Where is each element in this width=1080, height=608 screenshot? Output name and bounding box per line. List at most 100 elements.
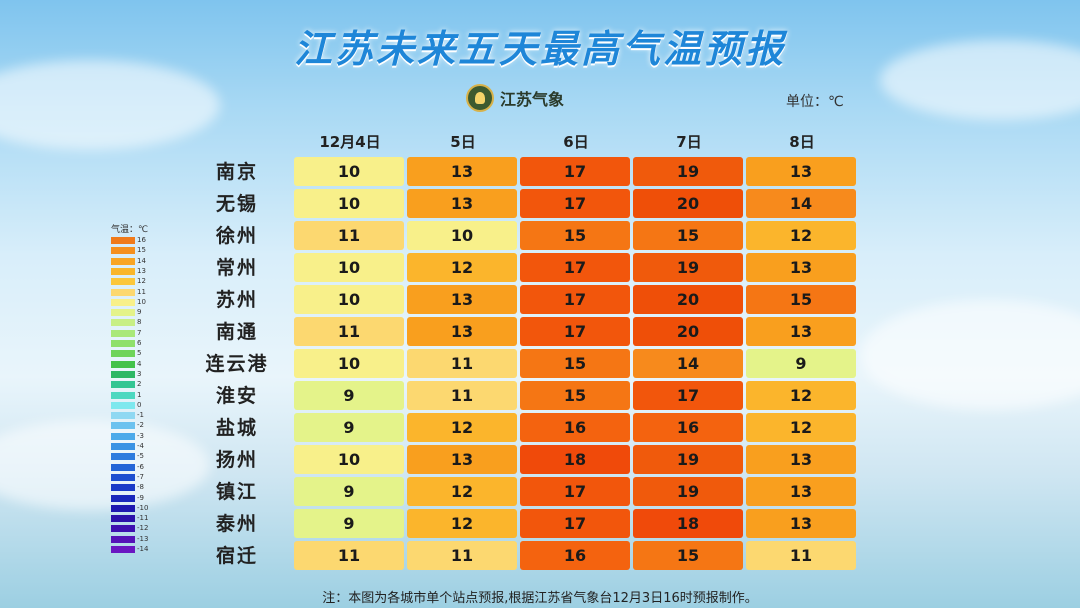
temperature-cell: 13 bbox=[746, 253, 856, 282]
temperature-cell: 15 bbox=[633, 221, 743, 250]
legend-value-label: 7 bbox=[137, 328, 142, 337]
legend-value-label: -5 bbox=[137, 452, 144, 461]
temperature-cell: 19 bbox=[633, 253, 743, 282]
legend-value-label: 12 bbox=[137, 277, 146, 286]
legend-value-label: 8 bbox=[137, 318, 142, 327]
city-label: 宿迁 bbox=[215, 545, 258, 567]
legend-value-label: -8 bbox=[137, 483, 144, 492]
temperature-cell: 12 bbox=[407, 413, 517, 442]
temperature-cell: 13 bbox=[746, 509, 856, 538]
temperature-cell: 17 bbox=[520, 157, 630, 186]
temperature-cell: 10 bbox=[294, 253, 404, 282]
temperature-cell: 11 bbox=[407, 349, 517, 378]
legend-swatch bbox=[111, 288, 135, 296]
legend-swatch bbox=[111, 370, 135, 378]
temperature-cell: 11 bbox=[294, 317, 404, 346]
city-label: 南通 bbox=[215, 321, 258, 343]
temperature-cell: 16 bbox=[520, 413, 630, 442]
city-label: 连云港 bbox=[205, 353, 269, 375]
column-header: 8日 bbox=[789, 133, 815, 151]
legend-value-label: -7 bbox=[137, 472, 144, 481]
legend-value-label: 0 bbox=[137, 400, 142, 409]
legend-value-label: 14 bbox=[137, 256, 146, 265]
temperature-cell: 11 bbox=[407, 541, 517, 570]
column-header: 12月4日 bbox=[319, 133, 381, 151]
page-title: 江苏未来五天最高气温预报 bbox=[293, 27, 786, 71]
temperature-cell: 12 bbox=[746, 413, 856, 442]
city-label: 泰州 bbox=[215, 513, 258, 535]
city-label: 常州 bbox=[215, 257, 258, 279]
temperature-cell: 12 bbox=[407, 253, 517, 282]
temperature-cell: 19 bbox=[633, 157, 743, 186]
temperature-cell: 12 bbox=[407, 509, 517, 538]
legend-value-label: -1 bbox=[137, 411, 144, 420]
footnote: 注：本图为各城市单个站点预报,根据江苏省气象台12月3日16时预报制作。 bbox=[322, 591, 758, 606]
temperature-cell: 9 bbox=[294, 413, 404, 442]
temperature-cell: 10 bbox=[294, 445, 404, 474]
city-label: 盐城 bbox=[215, 417, 258, 439]
temperature-cell: 11 bbox=[294, 221, 404, 250]
legend-value-label: 13 bbox=[137, 266, 146, 275]
column-header: 5日 bbox=[450, 133, 476, 151]
logo-text: 江苏气象 bbox=[500, 90, 565, 109]
temperature-cell: 17 bbox=[520, 285, 630, 314]
temperature-cell: 13 bbox=[407, 285, 517, 314]
legend-swatch bbox=[111, 504, 135, 512]
legend-value-label: -9 bbox=[137, 493, 144, 502]
meteorology-emblem-icon bbox=[466, 84, 494, 112]
legend-swatch bbox=[111, 267, 135, 275]
legend-value-label: -14 bbox=[137, 545, 149, 553]
legend-swatch bbox=[111, 422, 135, 430]
legend-swatch bbox=[111, 484, 135, 492]
temperature-cell: 19 bbox=[633, 477, 743, 506]
legend-value-label: -10 bbox=[137, 503, 149, 512]
legend-swatch bbox=[111, 494, 135, 502]
temperature-cell: 11 bbox=[407, 381, 517, 410]
temperature-cell: 13 bbox=[407, 445, 517, 474]
legend-value-label: 11 bbox=[137, 287, 146, 296]
temperature-cell: 9 bbox=[746, 349, 856, 378]
temperature-cell: 15 bbox=[520, 349, 630, 378]
background-cloud bbox=[0, 60, 220, 150]
temperature-cell: 17 bbox=[520, 189, 630, 218]
temperature-cell: 12 bbox=[407, 477, 517, 506]
temperature-cell: 13 bbox=[746, 477, 856, 506]
legend-swatch bbox=[111, 360, 135, 368]
unit-label: 单位：℃ bbox=[786, 94, 844, 110]
temperature-cell: 10 bbox=[294, 285, 404, 314]
legend-value-label: -13 bbox=[137, 534, 149, 543]
temperature-cell: 20 bbox=[633, 317, 743, 346]
column-header: 6日 bbox=[563, 133, 589, 151]
legend-value-label: -3 bbox=[137, 431, 144, 440]
temperature-cell: 13 bbox=[746, 157, 856, 186]
temperature-cell: 18 bbox=[633, 509, 743, 538]
legend-value-label: 2 bbox=[137, 380, 142, 389]
temperature-cell: 13 bbox=[746, 445, 856, 474]
temperature-cell: 13 bbox=[746, 317, 856, 346]
legend-value-label: 15 bbox=[137, 246, 146, 255]
legend-swatch bbox=[111, 515, 135, 523]
temperature-cell: 11 bbox=[294, 541, 404, 570]
temperature-cell: 13 bbox=[407, 189, 517, 218]
temperature-cell: 10 bbox=[294, 157, 404, 186]
temperature-cell: 16 bbox=[520, 541, 630, 570]
background-cloud bbox=[860, 300, 1080, 410]
temperature-cell: 15 bbox=[746, 285, 856, 314]
temperature-cell: 17 bbox=[520, 253, 630, 282]
legend-swatch bbox=[111, 432, 135, 440]
temperature-cell: 10 bbox=[294, 189, 404, 218]
legend-value-label: 10 bbox=[137, 297, 146, 306]
legend-swatch bbox=[111, 473, 135, 481]
legend-swatch bbox=[111, 546, 135, 553]
legend-value-label: 16 bbox=[137, 236, 146, 244]
temperature-cell: 11 bbox=[746, 541, 856, 570]
legend-value-label: 5 bbox=[137, 349, 142, 358]
city-label: 无锡 bbox=[215, 193, 258, 215]
logo: 江苏气象 bbox=[466, 84, 564, 112]
legend-swatch bbox=[111, 247, 135, 255]
temperature-cell: 9 bbox=[294, 381, 404, 410]
legend-swatch bbox=[111, 329, 135, 337]
temperature-cell: 16 bbox=[633, 413, 743, 442]
legend-swatch bbox=[111, 443, 135, 450]
temperature-cell: 17 bbox=[633, 381, 743, 410]
